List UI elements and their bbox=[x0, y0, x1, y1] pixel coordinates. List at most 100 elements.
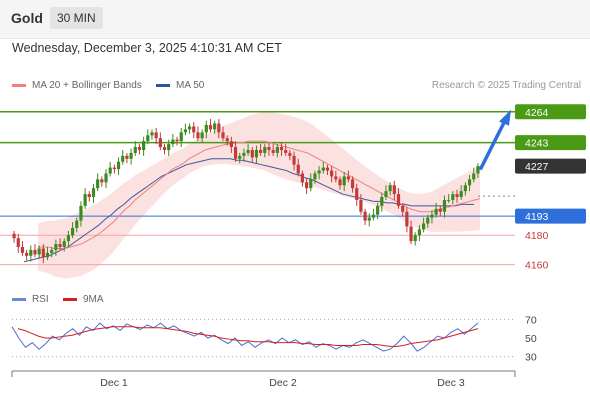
ma20-label: MA 20 + Bollinger Bands bbox=[32, 80, 142, 91]
candle-body bbox=[29, 249, 33, 256]
candle-body bbox=[447, 199, 451, 201]
candle-body bbox=[476, 166, 480, 174]
candle-body bbox=[342, 176, 346, 186]
rsi-label: RSI bbox=[32, 294, 49, 305]
rsi-tick-label: 50 bbox=[525, 333, 537, 345]
price-tag-4243: 4243 bbox=[515, 135, 586, 151]
price-tag-bg bbox=[515, 208, 586, 224]
candle-body bbox=[254, 149, 259, 158]
candle-body bbox=[12, 233, 16, 239]
candle-body bbox=[41, 248, 45, 258]
candle-body bbox=[401, 205, 405, 212]
candle-body bbox=[20, 247, 25, 253]
candle-body bbox=[263, 147, 267, 153]
candle-body bbox=[242, 152, 246, 156]
candle-body bbox=[154, 132, 158, 139]
candle-body bbox=[309, 179, 313, 189]
candle-body bbox=[442, 199, 447, 212]
candle-body bbox=[58, 244, 62, 248]
candle-body bbox=[233, 147, 238, 159]
candle-body bbox=[246, 149, 250, 153]
candle-body bbox=[376, 205, 380, 215]
price-tag-4227: 4227 bbox=[515, 158, 586, 174]
candle-body bbox=[150, 132, 154, 136]
candle-body bbox=[137, 147, 142, 150]
candle-body bbox=[158, 138, 162, 148]
candle-body bbox=[213, 123, 217, 130]
candle-body bbox=[100, 179, 104, 183]
candle-body bbox=[350, 179, 355, 189]
legend-ma20: MA 20 + Bollinger Bands bbox=[12, 80, 142, 91]
candle-body bbox=[50, 249, 54, 253]
rsi-ma-line bbox=[17, 326, 479, 347]
price-tag-text: 4193 bbox=[525, 211, 549, 223]
credit-text: Research © 2025 Trading Central bbox=[431, 80, 581, 91]
asset-name: Gold bbox=[11, 10, 43, 26]
x-tick-label: Dec 2 bbox=[269, 377, 297, 389]
candle-body bbox=[54, 244, 58, 250]
candle-body bbox=[25, 252, 29, 256]
candle-body bbox=[87, 194, 91, 198]
candle-body bbox=[217, 123, 221, 133]
candle-body bbox=[37, 248, 41, 255]
candle-body bbox=[187, 126, 192, 130]
price-tag-4180: 4180 bbox=[525, 230, 549, 242]
candle-body bbox=[455, 194, 459, 198]
candle-body bbox=[79, 205, 83, 221]
candle-body bbox=[192, 126, 196, 133]
candle-body bbox=[459, 191, 463, 198]
candle-body bbox=[108, 167, 112, 174]
candle-body bbox=[434, 208, 438, 215]
candle-body bbox=[330, 170, 334, 177]
x-tick-label: Dec 1 bbox=[100, 377, 128, 389]
price-tag-text: 4243 bbox=[525, 138, 549, 150]
candle-body bbox=[196, 132, 200, 139]
candle-body bbox=[83, 194, 87, 206]
candle-body bbox=[317, 170, 321, 174]
timeframe-selector[interactable]: 30 MIN bbox=[50, 7, 103, 29]
candle-body bbox=[472, 173, 476, 180]
candle-body bbox=[175, 139, 179, 142]
candle-body bbox=[204, 124, 208, 133]
ma20-swatch bbox=[12, 84, 26, 87]
candle-body bbox=[183, 129, 188, 133]
rsi-tick-label: 30 bbox=[525, 352, 537, 364]
candle-body bbox=[167, 144, 171, 150]
ma20-line bbox=[38, 140, 481, 249]
candle-body bbox=[225, 138, 229, 142]
price-tag-text: 4264 bbox=[525, 107, 549, 119]
candle-body bbox=[33, 249, 37, 255]
candle-body bbox=[371, 214, 376, 218]
candle-body bbox=[162, 147, 167, 150]
candle-body bbox=[125, 155, 129, 159]
top-bar: Gold 30 MIN bbox=[0, 0, 590, 39]
candle-body bbox=[284, 149, 288, 153]
rsi-line bbox=[11, 322, 479, 352]
rsi-swatch bbox=[12, 298, 26, 301]
candle-body bbox=[438, 208, 442, 212]
price-tag-bg bbox=[515, 104, 586, 120]
ma50-label: MA 50 bbox=[176, 80, 205, 91]
price-tag-4160: 4160 bbox=[525, 260, 549, 272]
candle-body bbox=[171, 139, 175, 145]
candle-body bbox=[62, 241, 66, 248]
candle-body bbox=[421, 223, 426, 230]
candle-body bbox=[208, 124, 213, 130]
projection-arrow-shaft bbox=[479, 118, 507, 170]
candle-body bbox=[116, 161, 121, 170]
projection-arrow-head bbox=[499, 109, 511, 126]
candle-body bbox=[405, 211, 409, 227]
candle-body bbox=[104, 173, 108, 183]
chart-datetime: Wednesday, December 3, 2025 4:10:31 AM C… bbox=[12, 41, 282, 55]
candle-body bbox=[346, 176, 350, 180]
candle-body bbox=[413, 235, 417, 242]
candle-body bbox=[430, 214, 434, 218]
candle-body bbox=[250, 149, 254, 158]
candle-body bbox=[355, 188, 359, 200]
candle-body bbox=[292, 155, 296, 165]
candle-body bbox=[338, 179, 342, 186]
candle-body bbox=[313, 173, 317, 180]
candle-body bbox=[367, 217, 371, 221]
candle-body bbox=[146, 135, 150, 142]
